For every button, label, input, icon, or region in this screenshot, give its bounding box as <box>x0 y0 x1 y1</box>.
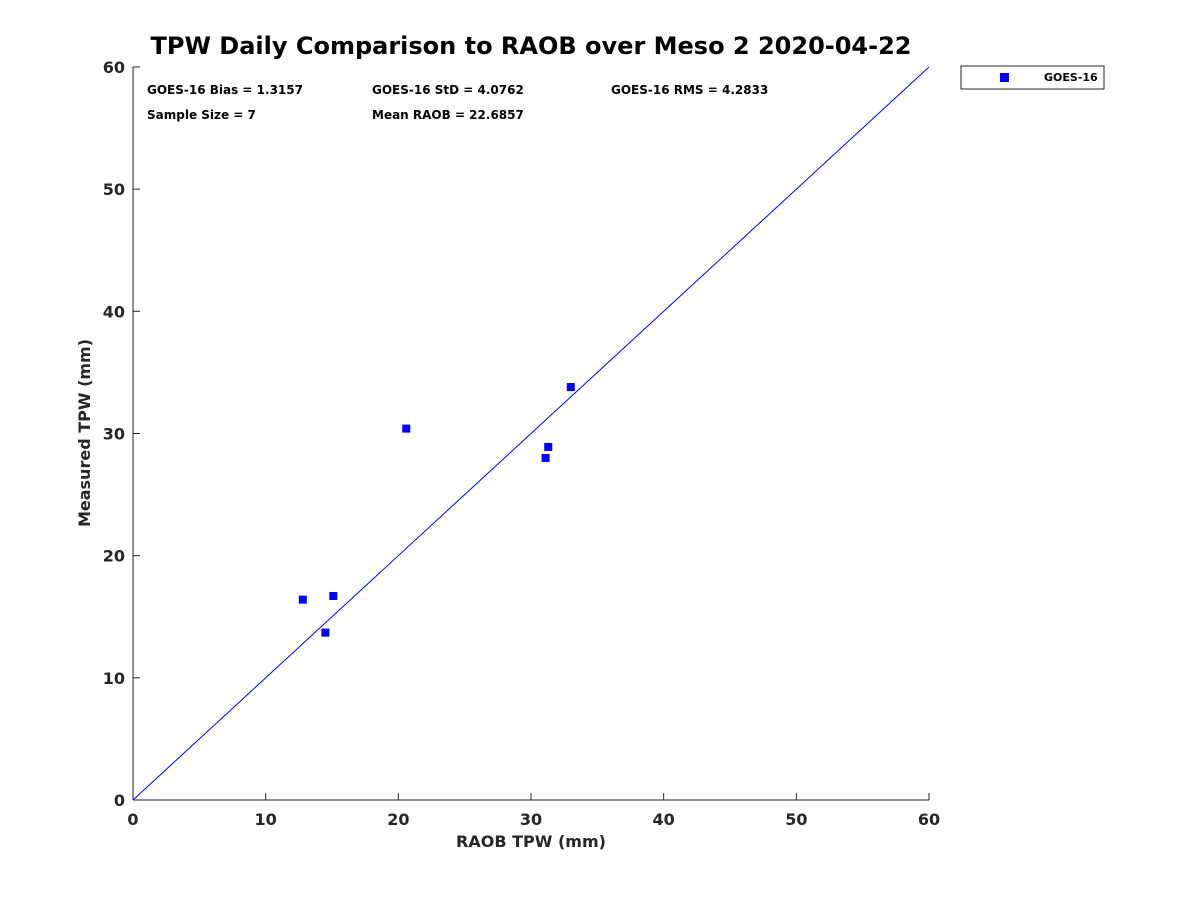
data-point <box>329 591 338 600</box>
y-tick-label: 10 <box>103 669 125 688</box>
x-axis-label: RAOB TPW (mm) <box>456 832 606 851</box>
chart-title: TPW Daily Comparison to RAOB over Meso 2… <box>150 32 911 60</box>
y-tick-label: 60 <box>103 58 125 77</box>
stats-annotations: GOES-16 Bias = 1.3157 GOES-16 StD = 4.07… <box>147 83 768 122</box>
x-tick-label: 30 <box>520 810 542 829</box>
data-point <box>402 424 411 433</box>
y-axis-label: Measured TPW (mm) <box>75 339 94 527</box>
stat-mean-raob: Mean RAOB = 22.6857 <box>372 108 524 122</box>
x-tick-label: 0 <box>127 810 138 829</box>
stat-std: GOES-16 StD = 4.0762 <box>372 83 524 97</box>
stat-rms: GOES-16 RMS = 4.2833 <box>611 83 768 97</box>
y-tick-label: 40 <box>103 302 125 321</box>
x-tick-label: 20 <box>387 810 409 829</box>
one-to-one-line <box>132 66 930 801</box>
y-tick-label: 0 <box>114 791 125 810</box>
legend-label-goes16: GOES-16 <box>1044 71 1098 84</box>
stat-sample-size: Sample Size = 7 <box>147 108 256 122</box>
y-tick-label: 20 <box>103 547 125 566</box>
legend-box <box>960 65 1105 90</box>
x-tick-label: 40 <box>653 810 675 829</box>
axes: 0 10 20 30 40 50 60 0 10 20 30 40 50 60 <box>103 58 940 829</box>
x-tick-label: 10 <box>255 810 277 829</box>
y-tick-label: 30 <box>103 425 125 444</box>
data-point <box>298 595 307 604</box>
data-point <box>544 442 553 451</box>
stat-bias: GOES-16 Bias = 1.3157 <box>147 83 303 97</box>
x-tick-label: 60 <box>918 810 940 829</box>
data-point <box>541 453 550 462</box>
data-point <box>321 628 330 637</box>
legend: GOES-16 <box>960 65 1105 90</box>
y-tick-label: 50 <box>103 180 125 199</box>
x-tick-label: 50 <box>785 810 807 829</box>
data-point <box>566 383 575 392</box>
data-points <box>298 383 575 637</box>
legend-marker-goes16 <box>1000 73 1009 82</box>
reference-line-group <box>132 66 930 801</box>
